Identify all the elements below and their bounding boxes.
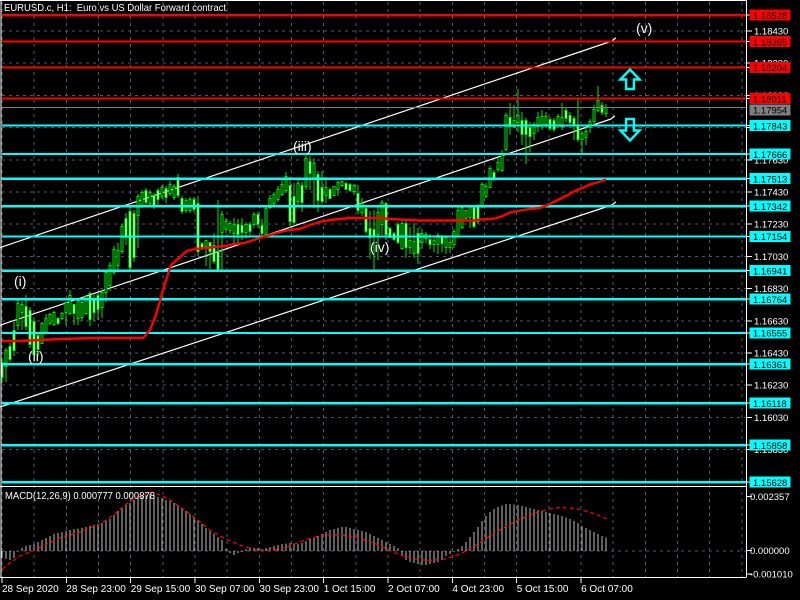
svg-text:1.15628: 1.15628 xyxy=(753,478,787,489)
svg-text:1.18528: 1.18528 xyxy=(753,11,787,22)
svg-text:EURUSD.c, H1: Euro vs US Doll: EURUSD.c, H1: Euro vs US Dollar Forward … xyxy=(4,2,226,14)
svg-text:(iii): (iii) xyxy=(293,138,312,154)
svg-text:30 Sep 07:00: 30 Sep 07:00 xyxy=(195,584,255,595)
svg-text:0.002357: 0.002357 xyxy=(750,492,790,503)
svg-text:1.17230: 1.17230 xyxy=(754,220,788,231)
svg-text:6 Oct 07:00: 6 Oct 07:00 xyxy=(581,584,633,595)
svg-text:0.000000: 0.000000 xyxy=(750,546,790,557)
svg-text:1.16555: 1.16555 xyxy=(753,329,787,340)
svg-text:1.17513: 1.17513 xyxy=(753,174,787,185)
svg-text:-0.001010: -0.001010 xyxy=(750,570,793,581)
svg-text:(iv): (iv) xyxy=(370,239,389,255)
svg-text:1.18204: 1.18204 xyxy=(753,63,787,74)
svg-text:5 Oct 15:00: 5 Oct 15:00 xyxy=(517,584,569,595)
svg-text:1.17843: 1.17843 xyxy=(753,121,787,132)
svg-text:1.17630: 1.17630 xyxy=(754,155,788,166)
svg-text:(i): (i) xyxy=(14,273,26,289)
svg-text:(ii): (ii) xyxy=(28,348,44,364)
svg-text:28 Sep 23:00: 28 Sep 23:00 xyxy=(66,584,126,595)
svg-text:1.16941: 1.16941 xyxy=(753,267,787,278)
svg-text:1.16430: 1.16430 xyxy=(754,349,788,360)
svg-text:1.16230: 1.16230 xyxy=(754,381,788,392)
svg-text:1.16830: 1.16830 xyxy=(754,284,788,295)
svg-text:1.17430: 1.17430 xyxy=(754,188,788,199)
svg-text:29 Sep 15:00: 29 Sep 15:00 xyxy=(131,584,191,595)
svg-text:1.18430: 1.18430 xyxy=(754,27,788,38)
svg-text:2 Oct 07:00: 2 Oct 07:00 xyxy=(388,584,440,595)
svg-text:30 Sep 23:00: 30 Sep 23:00 xyxy=(259,584,319,595)
svg-text:1.16630: 1.16630 xyxy=(754,316,788,327)
svg-text:1.17154: 1.17154 xyxy=(753,232,787,243)
svg-text:1.17030: 1.17030 xyxy=(754,252,788,263)
svg-text:1.18365: 1.18365 xyxy=(753,37,787,48)
svg-text:1.16030: 1.16030 xyxy=(754,413,788,424)
svg-text:1.16118: 1.16118 xyxy=(753,399,787,410)
svg-text:4 Oct 23:00: 4 Oct 23:00 xyxy=(452,584,504,595)
svg-text:1.17954: 1.17954 xyxy=(753,106,787,117)
svg-text:1.16764: 1.16764 xyxy=(753,295,787,306)
svg-text:1 Oct 15:00: 1 Oct 15:00 xyxy=(324,584,376,595)
svg-text:1.17666: 1.17666 xyxy=(753,150,787,161)
svg-text:MACD(12,26,9) 0.000777 0.00087: MACD(12,26,9) 0.000777 0.000878 xyxy=(5,490,155,502)
svg-text:1.17342: 1.17342 xyxy=(753,202,787,213)
svg-text:28 Sep 2020: 28 Sep 2020 xyxy=(2,584,59,595)
svg-text:1.16361: 1.16361 xyxy=(753,360,787,371)
svg-text:1.15858: 1.15858 xyxy=(753,441,787,452)
svg-text:1.18011: 1.18011 xyxy=(753,94,787,105)
svg-text:(v): (v) xyxy=(636,20,652,36)
